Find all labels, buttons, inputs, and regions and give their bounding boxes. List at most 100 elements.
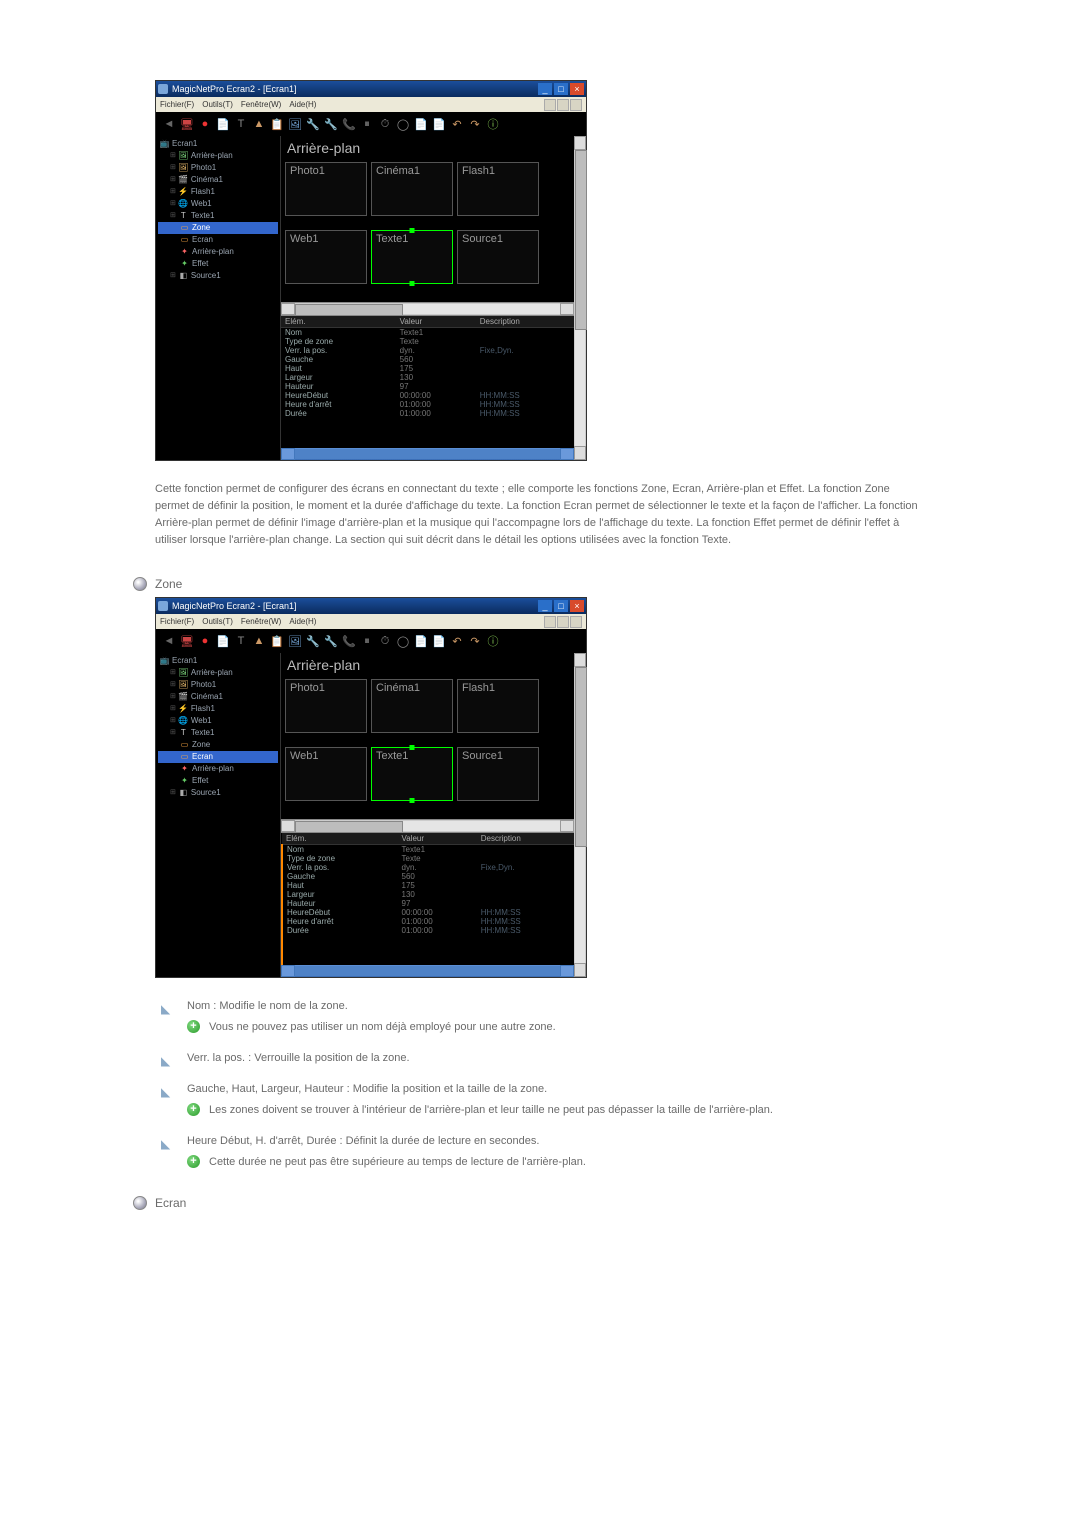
zone-box[interactable]: Cinéma1 [371, 679, 453, 733]
toolbar-icon[interactable]: ◄ [162, 634, 176, 648]
zone-box[interactable]: Photo1 [285, 162, 367, 216]
expand-icon[interactable]: ⊞ [170, 703, 176, 715]
table-row[interactable]: NomTexte1 [282, 845, 574, 855]
tree-item[interactable]: ⊞ 🌐Web1 [158, 715, 278, 727]
tree-item[interactable]: ▭Zone [158, 739, 278, 751]
vertical-scrollbar[interactable] [574, 653, 586, 977]
table-row[interactable]: Largeur130 [282, 890, 574, 899]
tree-item[interactable]: ⊞ 🎬Cinéma1 [158, 174, 278, 186]
zone-box[interactable]: Source1 [457, 230, 539, 284]
table-row[interactable]: Durée01:00:00HH:MM:SS [282, 926, 574, 935]
toolbar-icon[interactable]: 🔧 [324, 634, 338, 648]
menu-item[interactable]: Fenêtre(W) [241, 100, 281, 109]
table-row[interactable]: Haut175 [281, 364, 574, 373]
zone-box[interactable]: Flash1 [457, 162, 539, 216]
expand-icon[interactable]: ⊞ [170, 787, 176, 799]
toolbar-icon[interactable]: ↶ [450, 634, 464, 648]
tree-item[interactable]: ⊞ 🖼Photo1 [158, 679, 278, 691]
maximize-button[interactable]: □ [554, 83, 568, 95]
tree-item[interactable]: ✦Arrière-plan [158, 763, 278, 775]
expand-icon[interactable]: ⊞ [170, 198, 176, 210]
canvas-panel[interactable]: Arrière-planPhoto1Cinéma1Flash1Web1Texte… [281, 653, 574, 819]
minimize-button[interactable]: _ [538, 83, 552, 95]
table-row[interactable]: Largeur130 [281, 373, 574, 382]
toolbar-icon[interactable]: ⓘ [486, 634, 500, 648]
zone-box[interactable]: Texte1 [371, 230, 453, 284]
mdi-button[interactable] [570, 99, 582, 111]
tree-item[interactable]: 📺Ecran1 [158, 655, 278, 667]
toolbar-icon[interactable]: 🔧 [306, 634, 320, 648]
tree-item[interactable]: ⊞ ◧Source1 [158, 270, 278, 282]
toolbar-icon[interactable]: 🔧 [306, 117, 320, 131]
toolbar-icon[interactable]: 📋 [270, 634, 284, 648]
toolbar-icon[interactable]: 🔧 [324, 117, 338, 131]
expand-icon[interactable]: ⊞ [170, 150, 176, 162]
toolbar-icon[interactable]: ↶ [450, 117, 464, 131]
table-row[interactable]: Gauche560 [281, 355, 574, 364]
mdi-button[interactable] [557, 99, 569, 111]
toolbar-icon[interactable]: ● [198, 634, 212, 648]
tree-item[interactable]: ▭Ecran [158, 751, 278, 763]
menu-item[interactable]: Fenêtre(W) [241, 617, 281, 626]
expand-icon[interactable]: ⊞ [170, 667, 176, 679]
table-row[interactable]: NomTexte1 [281, 328, 574, 338]
expand-icon[interactable]: ⊞ [170, 162, 176, 174]
toolbar-icon[interactable]: T [234, 634, 248, 648]
toolbar-icon[interactable]: ◯ [396, 634, 410, 648]
tree-item[interactable]: ⊞ ⚡Flash1 [158, 703, 278, 715]
toolbar-icon[interactable]: 🖥 [180, 634, 194, 648]
table-row[interactable]: Hauteur97 [282, 899, 574, 908]
expand-icon[interactable]: ⊞ [170, 174, 176, 186]
expand-icon[interactable]: ⊞ [170, 727, 176, 739]
toolbar-icon[interactable]: 📄 [216, 634, 230, 648]
menu-item[interactable]: Aide(H) [289, 617, 316, 626]
zone-box[interactable]: Flash1 [457, 679, 539, 733]
zone-box[interactable]: Photo1 [285, 679, 367, 733]
bottom-scrollbar[interactable] [281, 448, 574, 460]
zone-box[interactable]: Web1 [285, 747, 367, 801]
toolbar-icon[interactable]: 📄 [216, 117, 230, 131]
expand-icon[interactable]: ⊞ [170, 270, 176, 282]
toolbar-icon[interactable]: 📄 [432, 117, 446, 131]
toolbar-icon[interactable]: ● [198, 117, 212, 131]
tree-item[interactable]: ⊞ 🎬Cinéma1 [158, 691, 278, 703]
table-row[interactable]: Gauche560 [282, 872, 574, 881]
toolbar-icon[interactable]: 📄 [414, 117, 428, 131]
toolbar-icon[interactable]: ⓘ [486, 117, 500, 131]
toolbar-icon[interactable]: 📞 [342, 117, 356, 131]
mdi-button[interactable] [544, 99, 556, 111]
toolbar-icon[interactable]: 📄 [432, 634, 446, 648]
zone-box[interactable]: Web1 [285, 230, 367, 284]
tree-item[interactable]: ✦Effet [158, 258, 278, 270]
tree-item[interactable]: ⊞ TTexte1 [158, 727, 278, 739]
maximize-button[interactable]: □ [554, 600, 568, 612]
tree-item[interactable]: ✦Arrière-plan [158, 246, 278, 258]
table-row[interactable]: Type de zoneTexte [282, 854, 574, 863]
table-row[interactable]: Hauteur97 [281, 382, 574, 391]
canvas-panel[interactable]: Arrière-planPhoto1Cinéma1Flash1Web1Texte… [281, 136, 574, 302]
menu-item[interactable]: Outils(T) [202, 617, 233, 626]
toolbar-icon[interactable]: 🖼 [288, 634, 302, 648]
menu-item[interactable]: Fichier(F) [160, 100, 194, 109]
table-row[interactable]: HeureDébut00:00:00HH:MM:SS [281, 391, 574, 400]
toolbar-icon[interactable]: ↷ [468, 634, 482, 648]
horizontal-scrollbar[interactable] [281, 819, 574, 833]
toolbar-icon[interactable]: ⏸ [360, 634, 374, 648]
mdi-button[interactable] [557, 616, 569, 628]
table-row[interactable]: Heure d'arrêt01:00:00HH:MM:SS [281, 400, 574, 409]
mdi-button[interactable] [570, 616, 582, 628]
toolbar-icon[interactable]: ▲ [252, 634, 266, 648]
toolbar-icon[interactable]: 🖥 [180, 117, 194, 131]
close-button[interactable]: × [570, 600, 584, 612]
menu-item[interactable]: Aide(H) [289, 100, 316, 109]
horizontal-scrollbar[interactable] [281, 302, 574, 316]
expand-icon[interactable]: ⊞ [170, 691, 176, 703]
vertical-scrollbar[interactable] [574, 136, 586, 460]
tree-item[interactable]: ⊞ 🌐Web1 [158, 198, 278, 210]
toolbar-icon[interactable]: 📄 [414, 634, 428, 648]
tree-item[interactable]: ⊞ TTexte1 [158, 210, 278, 222]
toolbar-icon[interactable]: ◄ [162, 117, 176, 131]
tree-item[interactable]: 📺Ecran1 [158, 138, 278, 150]
toolbar-icon[interactable]: ◯ [396, 117, 410, 131]
tree-item[interactable]: ⊞ ◧Source1 [158, 787, 278, 799]
